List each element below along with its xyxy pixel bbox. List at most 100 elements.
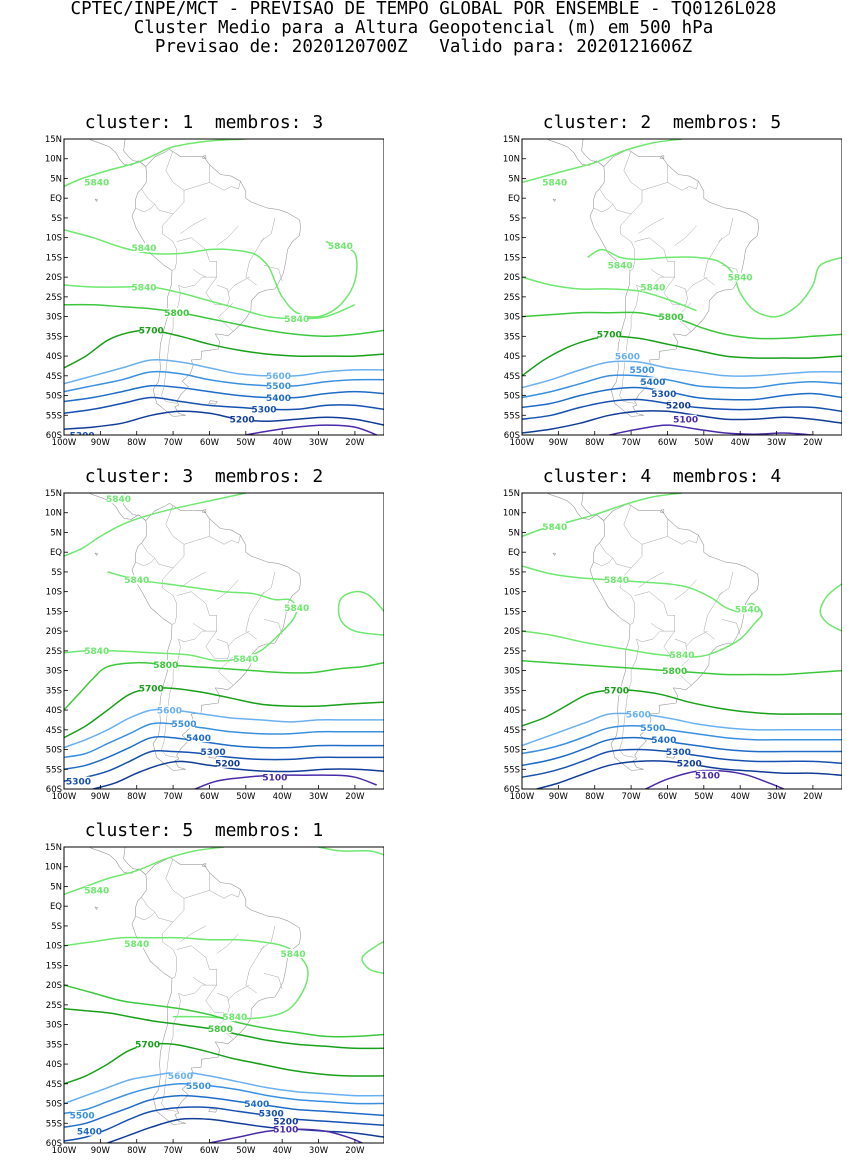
country-border	[623, 504, 643, 557]
lon-tick-label: 90W	[549, 438, 569, 448]
coastline	[547, 139, 604, 167]
lat-tick-label: 60S	[504, 431, 520, 441]
lon-tick-label: 20W	[803, 792, 823, 802]
contours	[64, 139, 384, 435]
contour-label-bg	[209, 1024, 232, 1034]
contour-label: 5700	[597, 331, 622, 341]
island	[615, 119, 635, 127]
country-border	[650, 623, 664, 632]
lat-tick-label: 50S	[504, 392, 520, 402]
contour-label-bg	[260, 1108, 283, 1118]
coastline	[589, 502, 760, 771]
contour-label: 5300	[251, 406, 276, 416]
country-border	[161, 992, 181, 1112]
contour-5840	[64, 139, 246, 188]
cluster-5-map: 5840584058405840580057005600550054005300…	[45, 833, 384, 1156]
contour-label-bg	[136, 1039, 159, 1049]
lat-tick-label: 40S	[46, 1060, 62, 1070]
lat-tick-label: 10N	[503, 155, 520, 165]
lat-tick-label: EQ	[508, 194, 520, 204]
country-border	[176, 945, 217, 997]
lon-tick-label: 70W	[163, 438, 183, 448]
contour-5840	[64, 493, 246, 557]
plot-frame	[521, 492, 842, 790]
coastline	[89, 139, 146, 167]
lat-tick-label: 10N	[45, 509, 62, 519]
lat-tick-label: 15S	[504, 253, 520, 263]
coastline	[123, 139, 146, 167]
contour-label: 5700	[139, 685, 164, 695]
country-border	[593, 203, 614, 213]
contour-label: 5840	[728, 273, 753, 283]
country-border	[667, 535, 699, 545]
geography	[89, 833, 302, 1125]
country-border	[216, 933, 239, 954]
lat-tick-label: 15N	[503, 489, 520, 499]
country-border	[180, 925, 206, 942]
lat-tick-label: 55S	[504, 411, 520, 421]
lon-tick-label: 80W	[127, 438, 147, 448]
contour-label: 5600	[615, 352, 640, 362]
contours	[64, 847, 384, 1143]
contour-5600	[64, 1071, 384, 1105]
country-border	[260, 925, 276, 950]
header-title: CPTEC/INPE/MCT - PREVISAO DE TEMPO GLOBA…	[70, 0, 777, 19]
contour-label-bg	[616, 351, 639, 361]
country-border	[674, 225, 697, 246]
contour-labels: 5840584058405840580057005600550054005300…	[70, 885, 306, 1137]
contour-label: 5700	[139, 327, 164, 337]
contour-5100	[245, 424, 377, 435]
island	[183, 833, 189, 835]
island	[202, 155, 207, 160]
lon-tick-label: 30W	[309, 438, 329, 448]
contour-label-bg	[729, 272, 752, 282]
lon-tick-label: 70W	[621, 792, 641, 802]
map-area: 5840584058405840580057005600550054005300…	[522, 493, 842, 789]
lat-tick-label: 55S	[504, 765, 520, 775]
contour-label: 5200	[273, 1118, 298, 1128]
contour-label-bg	[140, 325, 163, 335]
lat-tick-label: 10S	[46, 942, 62, 952]
contour-label: 5840	[284, 315, 309, 325]
lon-tick-label: 50W	[694, 438, 714, 448]
contour-5840	[64, 229, 358, 318]
country-border	[183, 164, 210, 191]
cluster-3-panel: cluster: 3 membros: 2 5840 5840 5840 5840 58…	[24, 467, 384, 815]
contour-label: 5840	[542, 179, 567, 189]
country-border	[161, 201, 185, 271]
contour-label: 5300	[666, 748, 691, 758]
country-border	[141, 188, 174, 215]
coastline	[89, 847, 146, 875]
lat-tick-label: 15N	[45, 135, 62, 145]
contour-label: 5840	[124, 576, 149, 586]
country-border	[192, 269, 206, 278]
lat-tick-label: 45S	[504, 726, 520, 736]
coastline	[589, 148, 760, 417]
coastline	[123, 847, 146, 875]
contour-5500	[64, 370, 384, 393]
country-border	[703, 591, 723, 640]
coastline	[89, 493, 146, 521]
lon-tick-label: 80W	[585, 438, 605, 448]
contour-label: 5800	[164, 309, 189, 319]
lat-tick-label: 35S	[46, 686, 62, 696]
country-border	[209, 535, 241, 545]
lon-tick-label: 30W	[767, 792, 787, 802]
country-border	[217, 656, 234, 686]
lat-tick-label: 45S	[46, 1080, 62, 1090]
contour-5500	[64, 722, 384, 759]
contour-label-bg	[660, 312, 683, 322]
lat-tick-label: 15S	[46, 961, 62, 971]
contour-label-bg	[173, 719, 195, 729]
contour-label: 5500	[629, 366, 654, 376]
lat-tick-label: 5S	[51, 214, 62, 224]
lat-tick-label: 5N	[50, 174, 62, 184]
country-border	[263, 973, 283, 990]
map-area: 5840584058405840580057005600550054005300…	[64, 833, 384, 1143]
contour-5400	[64, 1094, 384, 1128]
map-area: 5840584058405840584058005700560055005400…	[64, 473, 384, 789]
contour-label-bg	[282, 949, 305, 959]
island	[157, 473, 177, 481]
cluster-3-map: 5840 5840 5840 5840 5840 5800 5700 5600 5500 5400…	[45, 473, 384, 802]
